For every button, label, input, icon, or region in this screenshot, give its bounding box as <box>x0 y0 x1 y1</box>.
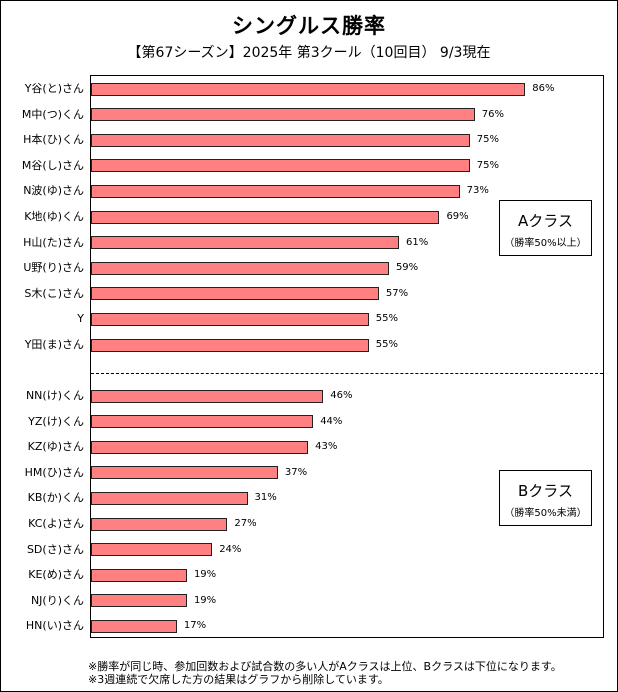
legend-class-a-note: （勝率50%以上） <box>504 238 587 249</box>
data-label: 59% <box>395 262 419 274</box>
category-label: Y谷(と)さん <box>24 82 84 95</box>
bar <box>91 312 369 326</box>
chart-title: シングルス勝率 <box>232 14 386 38</box>
bar <box>91 517 228 531</box>
bar <box>91 543 213 557</box>
footnotes: ※勝率が同じ時、参加回数および試合数の多い人がAクラスは上位、Bクラスは下位にな… <box>88 660 562 686</box>
bar <box>91 108 475 122</box>
category-label: S木(こ)さん <box>24 286 84 300</box>
category-label: HN(い)さん <box>25 619 84 633</box>
category-label: NN(け)くん <box>25 389 84 402</box>
category-label: U野(り)さん <box>23 261 84 275</box>
category-label: KE(め)さん <box>28 568 84 582</box>
category-label: M谷(し)さん <box>21 158 84 172</box>
bar <box>91 466 278 480</box>
bar <box>91 338 369 352</box>
data-label: 55% <box>375 339 398 350</box>
data-label: 76% <box>481 108 505 120</box>
data-label: 75% <box>476 134 499 146</box>
category-label: NJ(り)くん <box>30 593 84 607</box>
category-label: M中(つ)くん <box>21 107 84 121</box>
chart-subtitle: 【第67シーズン】2025年 第3クール（10回目） 9/3現在 <box>127 45 491 61</box>
bar <box>91 236 400 250</box>
bar <box>91 210 440 224</box>
legend-class-a-label: Aクラス <box>518 212 573 230</box>
data-label: 43% <box>315 441 338 453</box>
bar <box>91 82 526 96</box>
data-label: 46% <box>330 390 353 401</box>
category-label: SD(さ)さん <box>26 542 84 556</box>
data-label: 44% <box>320 415 343 427</box>
category-label: Y <box>77 312 84 326</box>
legend-class-b-note: （勝率50%未満） <box>504 508 587 519</box>
legend-class-a: Aクラス （勝率50%以上） <box>499 200 592 256</box>
data-label: 19% <box>193 569 217 581</box>
bar <box>91 184 460 198</box>
data-label: 37% <box>284 466 308 478</box>
data-label: 75% <box>476 159 499 171</box>
bar <box>91 261 389 275</box>
bar <box>91 133 470 147</box>
category-label: H本(ひ)くん <box>23 133 84 147</box>
category-label: KB(か)くん <box>27 491 84 505</box>
legend-class-b-label: Bクラス <box>518 482 573 500</box>
category-label: H山(た)さん <box>23 235 84 249</box>
legend-class-b: Bクラス （勝率50%未満） <box>499 470 592 526</box>
bar <box>91 415 314 429</box>
category-label: N波(ゆ)さん <box>23 184 84 198</box>
bar <box>91 287 379 301</box>
data-label: 55% <box>375 313 398 325</box>
bar <box>91 619 177 633</box>
category-label: KC(よ)さん <box>28 517 84 530</box>
data-label: 27% <box>234 518 257 529</box>
category-label: KZ(ゆ)さん <box>27 440 84 454</box>
footnote-2: ※3週連続で欠席した方の結果はグラフから削除しています。 <box>88 673 389 686</box>
footnote-1: ※勝率が同じ時、参加回数および試合数の多い人がAクラスは上位、Bクラスは下位にな… <box>88 660 562 673</box>
data-label: 19% <box>193 594 217 606</box>
bar <box>91 440 309 454</box>
category-label: HM(ひ)さん <box>24 465 84 479</box>
data-label: 31% <box>254 492 277 504</box>
bar <box>91 568 187 582</box>
data-label: 57% <box>385 287 409 299</box>
data-label: 73% <box>466 185 489 197</box>
bar <box>91 491 248 505</box>
bar <box>91 159 470 173</box>
category-label: K地(ゆ)くん <box>24 210 84 223</box>
plot-area <box>90 75 604 638</box>
class-divider-line <box>91 373 603 374</box>
bar <box>91 594 187 608</box>
data-label: 61% <box>406 236 429 248</box>
data-label: 17% <box>183 620 207 632</box>
category-label: YZ(け)くん <box>28 414 84 428</box>
data-label: 86% <box>532 83 555 94</box>
data-label: 69% <box>446 211 469 222</box>
category-label: Y田(ま)さん <box>24 338 84 351</box>
bar <box>91 389 324 403</box>
data-label: 24% <box>219 543 242 555</box>
